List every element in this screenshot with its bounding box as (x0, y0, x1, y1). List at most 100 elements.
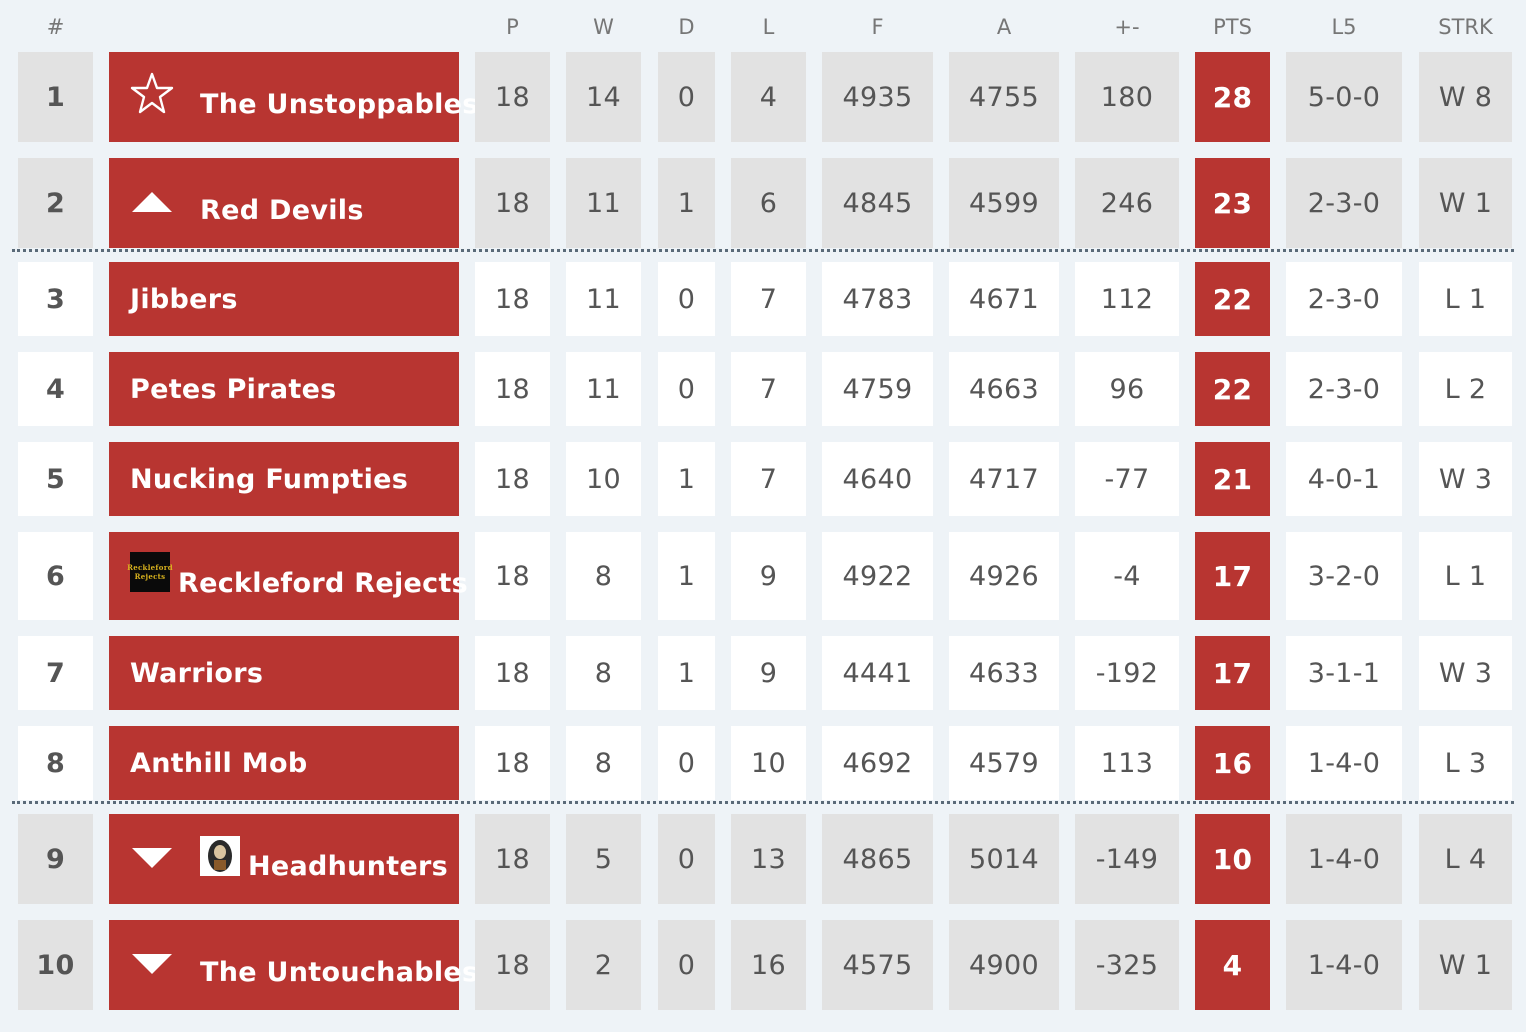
diff-cell: -77 (1075, 442, 1179, 516)
f-cell: 4783 (822, 262, 933, 336)
pos-cell: 5 (18, 442, 93, 516)
team-name[interactable]: The Untouchables (200, 956, 479, 988)
diff-cell: -192 (1075, 636, 1179, 710)
p-cell: 18 (475, 352, 550, 426)
l-cell: 9 (731, 532, 806, 620)
diff-cell: 96 (1075, 352, 1179, 426)
team-name-cell[interactable]: The Untouchables (109, 920, 478, 1010)
team-name-cell[interactable]: Nucking Fumpties (109, 442, 459, 516)
team-name[interactable]: Jibbers (130, 283, 238, 315)
team-name-cell[interactable]: Petes Pirates (109, 352, 459, 426)
column-header-p[interactable]: P (506, 15, 519, 39)
strk-cell: L 2 (1419, 352, 1512, 426)
team-name-cell[interactable]: Red Devils (109, 158, 459, 248)
l-cell: 7 (731, 442, 806, 516)
a-cell: 4579 (949, 726, 1059, 800)
d-cell: 1 (658, 636, 715, 710)
team-name-cell[interactable]: Anthill Mob (109, 726, 459, 800)
l5-cell: 1-4-0 (1286, 920, 1402, 1010)
points-cell: 17 (1195, 636, 1270, 710)
diff-cell: 112 (1075, 262, 1179, 336)
f-cell: 4935 (822, 52, 933, 142)
l5-cell: 4-0-1 (1286, 442, 1402, 516)
w-cell: 10 (566, 442, 641, 516)
column-header-a[interactable]: A (996, 15, 1012, 39)
a-cell: 4633 (949, 636, 1059, 710)
l5-cell: 1-4-0 (1286, 726, 1402, 800)
diff-cell: 246 (1075, 158, 1179, 248)
d-cell: 0 (658, 262, 715, 336)
l5-cell: 3-1-1 (1286, 636, 1402, 710)
d-cell: 0 (658, 52, 715, 142)
team-name[interactable]: Headhunters (248, 850, 449, 882)
a-cell: 4663 (949, 352, 1059, 426)
column-header-d[interactable]: D (678, 15, 695, 39)
pos-cell: 10 (18, 920, 93, 1010)
strk-cell: W 3 (1419, 636, 1512, 710)
w-cell: 2 (566, 920, 641, 1010)
f-cell: 4922 (822, 532, 933, 620)
p-cell: 18 (475, 814, 550, 904)
l-cell: 4 (731, 52, 806, 142)
w-cell: 5 (566, 814, 641, 904)
column-header-pos[interactable]: # (46, 15, 65, 39)
l5-cell: 5-0-0 (1286, 52, 1402, 142)
column-header-diff[interactable]: +- (1114, 15, 1140, 39)
a-cell: 4926 (949, 532, 1059, 620)
team-name-cell[interactable]: Jibbers (109, 262, 459, 336)
l5-cell: 2-3-0 (1286, 262, 1402, 336)
pos-cell: 7 (18, 636, 93, 710)
strk-cell: W 3 (1419, 442, 1512, 516)
p-cell: 18 (475, 158, 550, 248)
column-header-pts[interactable]: PTS (1213, 15, 1252, 39)
p-cell: 18 (475, 920, 550, 1010)
f-cell: 4575 (822, 920, 933, 1010)
w-cell: 11 (566, 262, 641, 336)
column-header-l[interactable]: L (762, 15, 775, 39)
f-cell: 4692 (822, 726, 933, 800)
a-cell: 5014 (949, 814, 1059, 904)
pos-cell: 9 (18, 814, 93, 904)
d-cell: 1 (658, 442, 715, 516)
points-cell: 21 (1195, 442, 1270, 516)
points-cell: 16 (1195, 726, 1270, 800)
triangle-down-icon (130, 846, 174, 877)
f-cell: 4759 (822, 352, 933, 426)
pos-cell: 6 (18, 532, 93, 620)
l-cell: 9 (731, 636, 806, 710)
team-name[interactable]: Reckleford Rejects (178, 567, 469, 599)
points-cell: 28 (1195, 52, 1270, 142)
team-name-cell[interactable]: Warriors (109, 636, 459, 710)
diff-cell: -325 (1075, 920, 1179, 1010)
diff-cell: 113 (1075, 726, 1179, 800)
a-cell: 4599 (949, 158, 1059, 248)
column-header-w[interactable]: W (593, 15, 614, 39)
a-cell: 4717 (949, 442, 1059, 516)
team-name[interactable]: Petes Pirates (130, 373, 337, 405)
strk-cell: L 4 (1419, 814, 1512, 904)
p-cell: 18 (475, 726, 550, 800)
f-cell: 4845 (822, 158, 933, 248)
team-name[interactable]: Anthill Mob (130, 747, 308, 779)
team-name[interactable]: Nucking Fumpties (130, 463, 409, 495)
points-cell: 22 (1195, 262, 1270, 336)
zone-divider (12, 249, 1514, 252)
team-name-cell[interactable]: The Unstoppables (109, 52, 478, 142)
team-name-cell[interactable]: Headhunters (109, 814, 459, 904)
strk-cell: L 1 (1419, 262, 1512, 336)
strk-cell: W 1 (1419, 920, 1512, 1010)
a-cell: 4900 (949, 920, 1059, 1010)
column-header-l5[interactable]: L5 (1331, 15, 1357, 39)
d-cell: 0 (658, 726, 715, 800)
column-header-f[interactable]: F (871, 15, 884, 39)
team-name[interactable]: Warriors (130, 657, 264, 689)
pos-cell: 1 (18, 52, 93, 142)
strk-cell: L 1 (1419, 532, 1512, 620)
team-name[interactable]: The Unstoppables (200, 88, 479, 120)
strk-cell: L 3 (1419, 726, 1512, 800)
points-cell: 10 (1195, 814, 1270, 904)
zone-divider (12, 801, 1514, 804)
team-name-cell[interactable]: Reckleford Rejects Reckleford Rejects (109, 532, 468, 620)
column-header-strk[interactable]: STRK (1438, 15, 1493, 39)
team-name[interactable]: Red Devils (200, 194, 364, 226)
